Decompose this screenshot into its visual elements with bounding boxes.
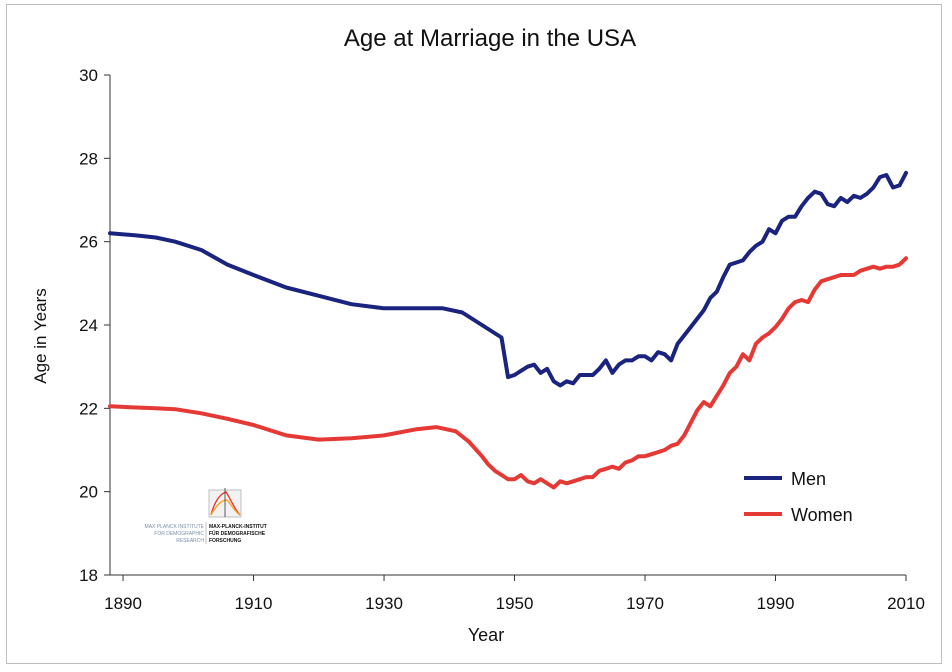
- chart-title: Age at Marriage in the USA: [344, 25, 636, 52]
- chart-frame: [6, 4, 942, 664]
- x-tick-label: 2010: [887, 594, 925, 613]
- logo-text-en-3: RESEARCH: [176, 538, 204, 544]
- x-tick-label: 1930: [365, 594, 403, 613]
- x-tick-label: 1890: [104, 594, 142, 613]
- series-lines: [108, 170, 908, 490]
- legend: Men Women: [744, 469, 853, 525]
- logo-text-de-3: FORSCHUNG: [209, 538, 241, 544]
- y-tick-label: 22: [79, 399, 98, 418]
- logo-text-de-2: FÜR DEMOGRAFISCHE: [209, 530, 266, 537]
- series-line-men: [108, 170, 908, 388]
- x-tick-label: 1950: [496, 594, 534, 613]
- y-axis-label: Age in Years: [31, 288, 50, 383]
- ticks: 18 20 22 24 26 28 30 1890 1910 1930 1950 1970 1990 20…: [79, 66, 925, 613]
- x-tick-label: 1910: [235, 594, 273, 613]
- logo-text-en-1: MAX PLANCK INSTITUTE: [145, 524, 205, 530]
- logo-text-en-2: FOR DEMOGRAPHIC: [154, 531, 204, 537]
- legend-label-men: Men: [791, 469, 826, 489]
- x-axis-label: Year: [468, 625, 504, 645]
- x-tick-label: 1970: [626, 594, 664, 613]
- y-tick-label: 28: [79, 149, 98, 168]
- institute-logo: MAX PLANCK INSTITUTE FOR DEMOGRAPHIC RES…: [145, 488, 267, 544]
- y-tick-label: 18: [79, 566, 98, 585]
- y-tick-label: 20: [79, 483, 98, 502]
- logo-text-de-1: MAX-PLANCK-INSTITUT: [209, 524, 267, 530]
- x-tick-label: 1990: [757, 594, 795, 613]
- y-tick-label: 26: [79, 233, 98, 252]
- series-line-women: [108, 256, 908, 490]
- y-tick-label: 24: [79, 316, 98, 335]
- legend-label-women: Women: [791, 505, 853, 525]
- logo-emblem: [208, 488, 242, 518]
- y-tick-label: 30: [79, 66, 98, 85]
